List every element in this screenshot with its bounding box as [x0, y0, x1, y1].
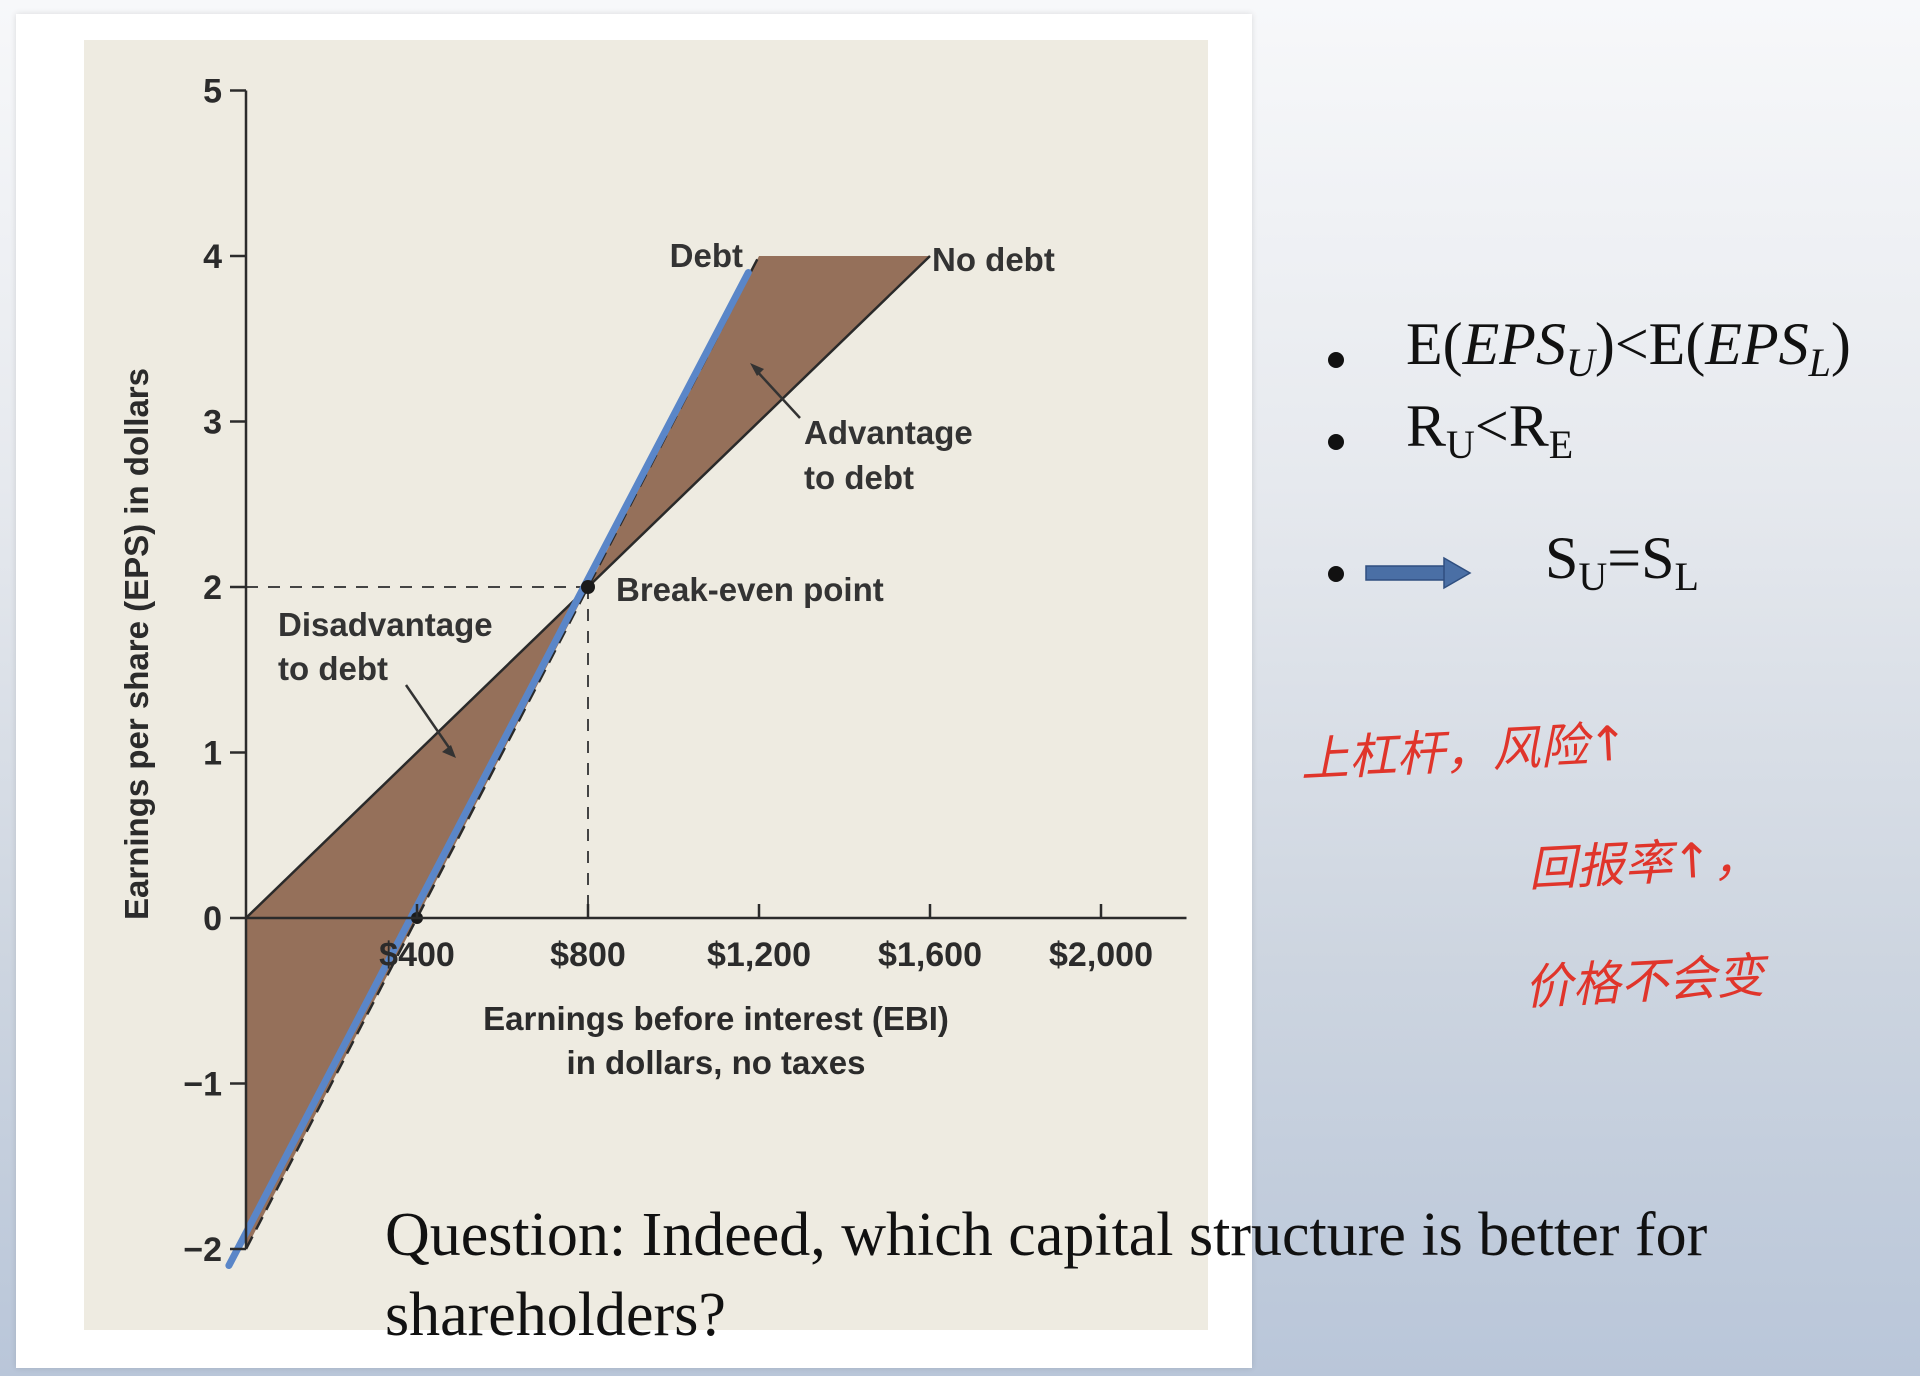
debt-line-label: Debt — [670, 237, 743, 274]
disadvantage-label-line1: Disadvantage — [278, 606, 493, 643]
x-axis-title-line2: in dollars, no taxes — [567, 1044, 866, 1081]
advantage-pointer-head — [750, 363, 764, 376]
x-axis-title-line1: Earnings before interest (EBI) — [483, 1000, 949, 1037]
y-tick-label: 3 — [203, 404, 222, 442]
y-tick-label: 0 — [203, 900, 222, 938]
disadvantage-pointer-head — [442, 745, 456, 758]
y-tick-label: 1 — [203, 735, 222, 773]
y-tick-label: 5 — [203, 73, 222, 111]
bullet-eps-text: E(EPSU)<E(EPSL) — [1406, 311, 1851, 385]
question-text: Question: Indeed, which capital structur… — [385, 1201, 1708, 1349]
disadvantage-pointer — [404, 684, 454, 753]
handwritten-line-3: 价格不会变 — [1522, 947, 1766, 1017]
y-tick-label: −1 — [183, 1066, 222, 1104]
advantage-label-line2: to debt — [804, 459, 914, 496]
y-tick-label: 2 — [203, 569, 222, 607]
bullet-value-text: SU=SL — [1545, 525, 1699, 599]
right-arrow-icon — [1365, 556, 1472, 590]
disadvantage-label-line2: to debt — [278, 650, 388, 687]
y-tick-label: 4 — [203, 238, 222, 276]
bullet-dot — [1328, 566, 1344, 582]
advantage-label-line1: Advantage — [804, 414, 973, 451]
bullet-return-text: RU<RE — [1406, 393, 1574, 467]
handwritten-line-2: 回报率↑， — [1526, 829, 1762, 899]
handwritten-line-1: 上杠杆，风险↑ — [1299, 715, 1630, 789]
y-tick-label: −2 — [183, 1231, 222, 1269]
x-tick-label: $1,200 — [707, 936, 811, 974]
y-axis-title: Earnings per share (EPS) in dollars — [118, 368, 155, 920]
x-tick-label: $400 — [379, 936, 455, 974]
no-debt-line-label: No debt — [932, 241, 1055, 278]
bullet-dot — [1328, 434, 1344, 450]
break-even-point-marker — [581, 580, 595, 594]
break-even-label: Break-even point — [616, 571, 884, 608]
bullet-dot — [1328, 352, 1344, 368]
x-tick-label: $800 — [550, 936, 626, 974]
x-tick-label: $2,000 — [1049, 936, 1153, 974]
handwritten-note: 上杠杆，风险↑ 回报率↑， 价格不会变 — [1299, 712, 1820, 1022]
x-tick-label: $1,600 — [878, 936, 982, 974]
highlight-overlay-line — [225, 269, 752, 1270]
advantage-pointer — [753, 367, 801, 419]
